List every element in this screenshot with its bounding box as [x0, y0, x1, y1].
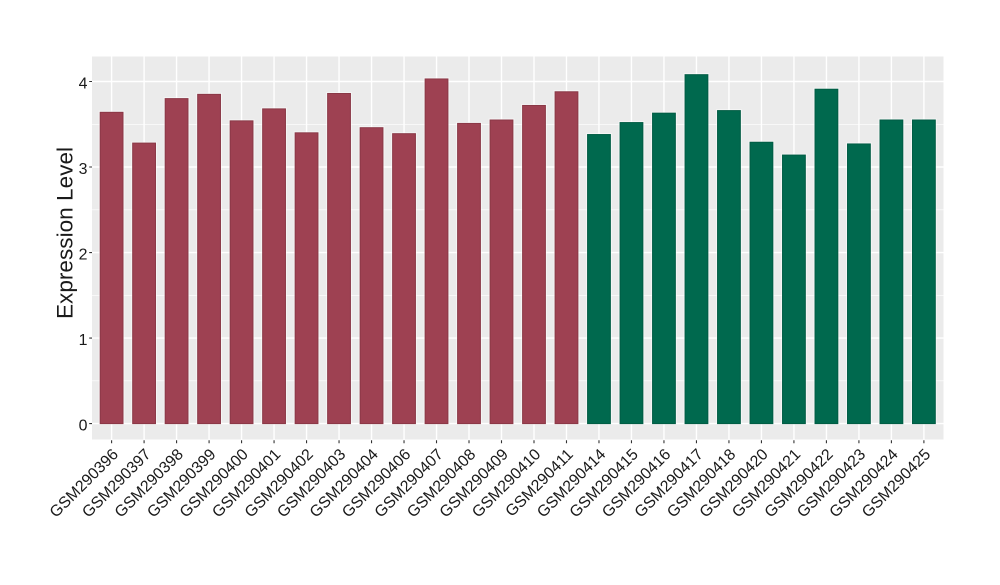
svg-text:4: 4 — [79, 76, 88, 93]
svg-text:1: 1 — [79, 332, 88, 349]
svg-text:2: 2 — [79, 247, 88, 264]
svg-text:0: 0 — [79, 418, 88, 435]
svg-text:Expression Level: Expression Level — [53, 147, 78, 319]
svg-text:3: 3 — [79, 161, 88, 178]
